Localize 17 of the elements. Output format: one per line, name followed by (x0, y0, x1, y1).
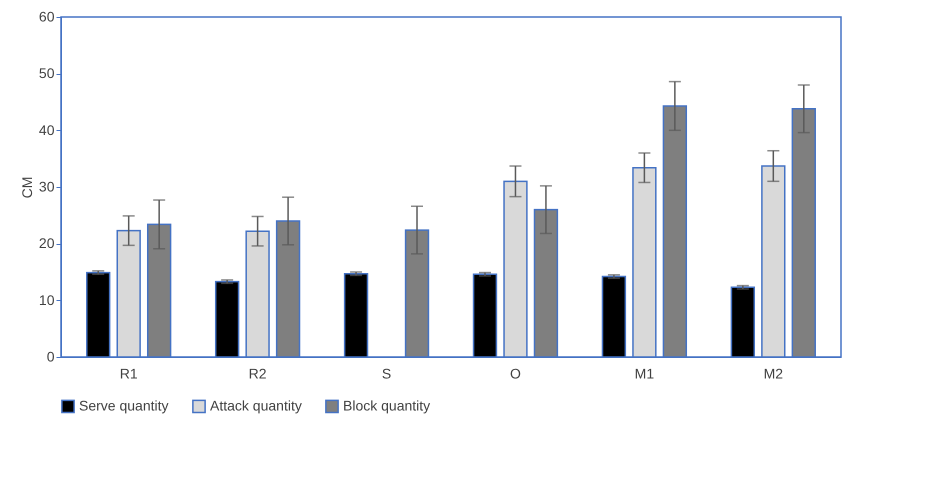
y-tick-label: 20 (38, 235, 55, 252)
legend-label: Attack quantity (210, 397, 302, 414)
y-tick-label: 60 (38, 8, 55, 24)
x-tick-label: R2 (248, 366, 267, 382)
y-tick-label: 10 (38, 292, 55, 308)
y-tick-label: 0 (46, 348, 55, 364)
legend-label: Serve quantity (79, 397, 168, 414)
x-tick-label: O (510, 366, 522, 382)
x-tick-label: M1 (634, 366, 654, 382)
x-tick-label: M2 (764, 366, 784, 382)
legend-label: Block quantity (343, 397, 430, 414)
x-tick-label: R1 (120, 366, 138, 382)
y-axis-title: CM (18, 176, 35, 198)
x-tick-label: S (382, 366, 392, 382)
y-tick-label: 40 (38, 122, 55, 138)
y-tick-label: 50 (38, 65, 55, 82)
y-tick-label: 30 (38, 178, 55, 194)
